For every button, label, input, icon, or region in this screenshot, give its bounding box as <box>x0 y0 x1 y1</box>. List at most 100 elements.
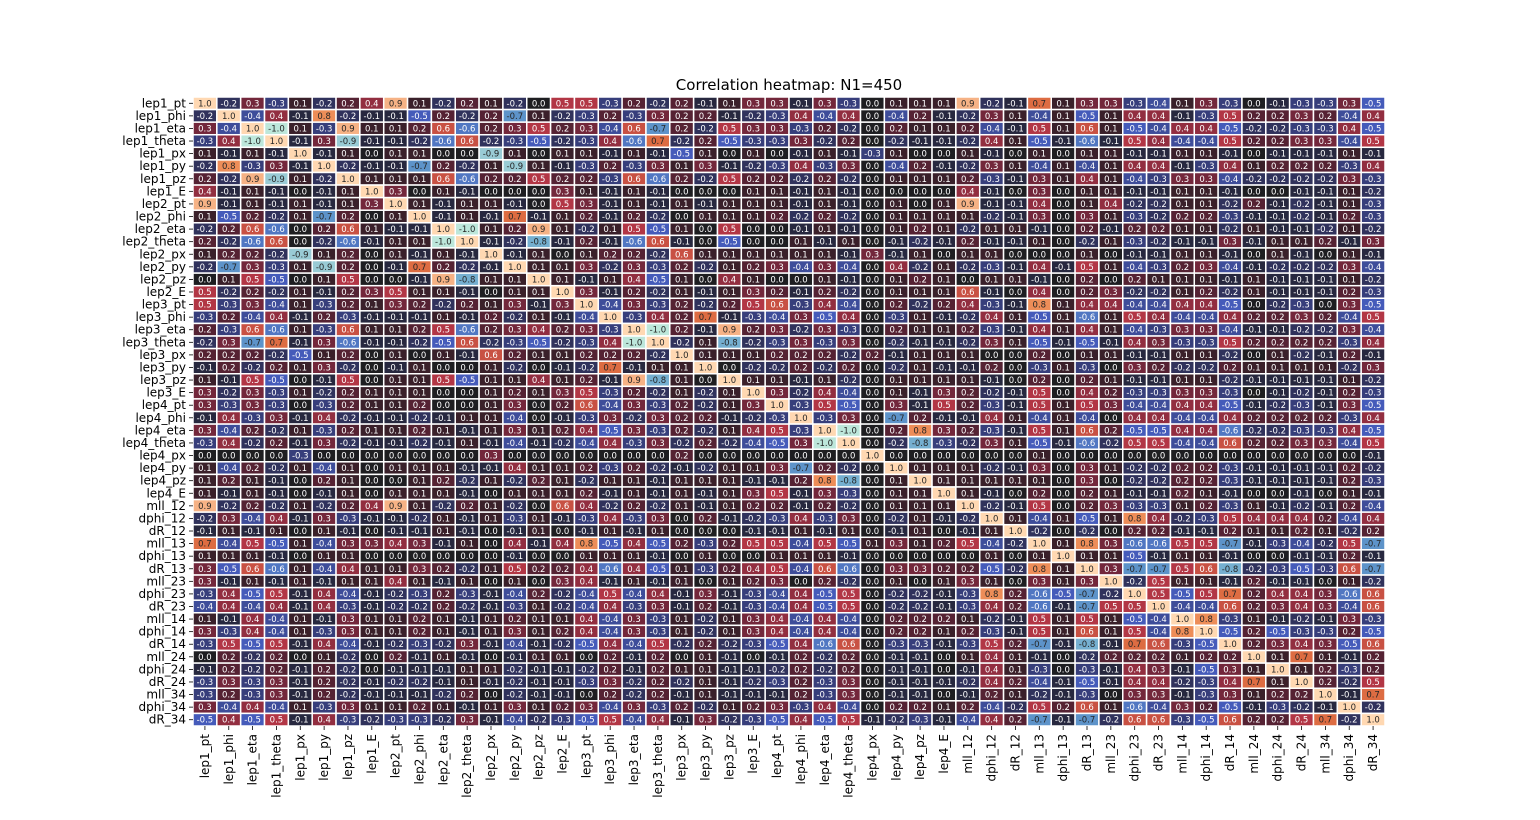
cell-value-label: -0.7 <box>411 162 428 172</box>
cell-value-label: 0.1 <box>746 351 760 361</box>
cell-value-label: 0.0 <box>794 452 808 462</box>
cell-value-label: 0.2 <box>317 477 331 487</box>
cell-value-label: 0.4 <box>580 565 594 575</box>
cell-value-label: -0.1 <box>268 187 285 197</box>
cell-value-label: 0.3 <box>198 426 212 436</box>
cell-value-label: 0.3 <box>1176 175 1190 185</box>
cell-value-label: 0.3 <box>794 439 808 449</box>
cell-value-label: 0.2 <box>317 665 331 675</box>
cell-value-label: -0.2 <box>1246 124 1263 134</box>
cell-value-label: -0.4 <box>602 628 619 638</box>
cell-value-label: -0.1 <box>1007 124 1024 134</box>
cell-value-label: -0.4 <box>220 464 237 474</box>
cell-value-label: -0.1 <box>1007 615 1024 625</box>
cell-value-label: 0.4 <box>246 628 260 638</box>
cell-value-label: 0.0 <box>866 187 880 197</box>
cell-value-label: -0.3 <box>816 414 833 424</box>
cell-value-label: -0.1 <box>983 288 1000 298</box>
cell-value-label: -0.1 <box>530 640 547 650</box>
cell-value-label: 0.1 <box>794 238 808 248</box>
cell-value-label: 1.0 <box>937 489 951 499</box>
cell-value-label: 0.1 <box>1080 187 1094 197</box>
cell-value-label: 0.0 <box>1247 250 1261 260</box>
cell-value-label: -0.1 <box>459 187 476 197</box>
cell-value-label: 0.3 <box>1295 112 1309 122</box>
cell-value-label: 0.2 <box>890 124 904 134</box>
cell-value-label: 0.3 <box>603 678 617 688</box>
cell-value-label: 0.3 <box>556 389 570 399</box>
cell-value-label: 0.4 <box>794 602 808 612</box>
cell-value-label: -0.3 <box>626 514 643 524</box>
cell-value-label: 0.1 <box>508 275 522 285</box>
cell-value-label: 0.0 <box>699 275 713 285</box>
cell-value-label: 0.2 <box>603 691 617 701</box>
cell-value-label: -0.1 <box>721 414 738 424</box>
cell-value-label: -0.2 <box>340 112 357 122</box>
cell-value-label: 0.0 <box>437 363 451 373</box>
cell-value-label: 0.0 <box>937 187 951 197</box>
cell-value-label: -0.2 <box>1293 200 1310 210</box>
cell-value-label: 0.1 <box>389 401 403 411</box>
cell-value-label: -0.1 <box>1293 552 1310 562</box>
cell-value-label: 0.2 <box>746 326 760 336</box>
cell-value-label: 1.0 <box>270 137 284 147</box>
cell-value-label: -0.1 <box>936 414 953 424</box>
cell-value-label: 0.4 <box>508 540 522 550</box>
cell-value-label: -0.6 <box>459 175 476 185</box>
cell-value-label: -0.4 <box>840 301 857 311</box>
cell-value-label: 0.1 <box>913 489 927 499</box>
cell-value-label: 0.1 <box>746 213 760 223</box>
cell-value-label: 0.1 <box>675 363 689 373</box>
cell-value-label: 0.6 <box>1080 628 1094 638</box>
cell-value-label: 0.1 <box>484 401 498 411</box>
cell-value-label: 0.2 <box>1247 112 1261 122</box>
cell-value-label: 0.1 <box>818 150 832 160</box>
cell-value-label: -0.1 <box>1007 263 1024 273</box>
cell-value-label: -0.1 <box>1317 615 1334 625</box>
cell-value-label: -0.2 <box>387 640 404 650</box>
cell-value-label: 0.0 <box>1247 389 1261 399</box>
cell-value-label: 0.1 <box>198 615 212 625</box>
cell-value-label: -0.2 <box>983 615 1000 625</box>
cell-value-label: 0.2 <box>317 313 331 323</box>
cell-value-label: 0.0 <box>1056 250 1070 260</box>
cell-value-label: -0.4 <box>244 313 261 323</box>
cell-value-label: -0.3 <box>960 590 977 600</box>
cell-value-label: 0.2 <box>1080 489 1094 499</box>
cell-value-label: 0.4 <box>1295 602 1309 612</box>
cell-value-label: 0.1 <box>1104 552 1118 562</box>
cell-value-label: -0.1 <box>1269 464 1286 474</box>
cell-value-label: -0.1 <box>1055 263 1072 273</box>
cell-value-label: -0.1 <box>983 376 1000 386</box>
cell-value-label: 0.0 <box>1247 489 1261 499</box>
cell-value-label: 0.1 <box>985 477 999 487</box>
cell-value-label: 0.2 <box>913 275 927 285</box>
cell-value-label: 0.3 <box>794 338 808 348</box>
cell-value-label: -0.1 <box>626 363 643 373</box>
cell-value-label: -0.4 <box>316 540 333 550</box>
cell-value-label: -0.5 <box>1079 338 1096 348</box>
cell-value-label: 0.0 <box>1104 691 1118 701</box>
cell-value-label: 0.2 <box>1319 665 1333 675</box>
cell-value-label: -0.5 <box>1126 426 1143 436</box>
cell-value-label: -0.5 <box>1079 514 1096 524</box>
cell-value-label: 0.0 <box>1056 489 1070 499</box>
cell-value-label: -0.4 <box>1341 112 1358 122</box>
cell-value-label: 0.5 <box>341 376 355 386</box>
cell-value-label: 0.2 <box>1223 527 1237 537</box>
cell-value-label: 0.5 <box>1033 401 1047 411</box>
cell-value-label: -0.2 <box>888 363 905 373</box>
cell-value-label: 0.1 <box>413 464 427 474</box>
cell-value-label: -0.4 <box>1150 124 1167 134</box>
cell-value-label: -0.3 <box>1222 464 1239 474</box>
cell-value-label: 0.0 <box>1009 351 1023 361</box>
cell-value-label: -0.1 <box>507 200 524 210</box>
cell-value-label: -0.1 <box>912 338 929 348</box>
cell-value-label: 0.1 <box>723 250 737 260</box>
cell-value-label: 0.5 <box>1152 577 1166 587</box>
cell-value-label: 0.2 <box>603 351 617 361</box>
cell-value-label: -0.3 <box>268 401 285 411</box>
cell-value-label: 0.4 <box>317 640 331 650</box>
cell-value-label: 0.4 <box>270 112 284 122</box>
cell-value-label: -0.4 <box>1126 401 1143 411</box>
